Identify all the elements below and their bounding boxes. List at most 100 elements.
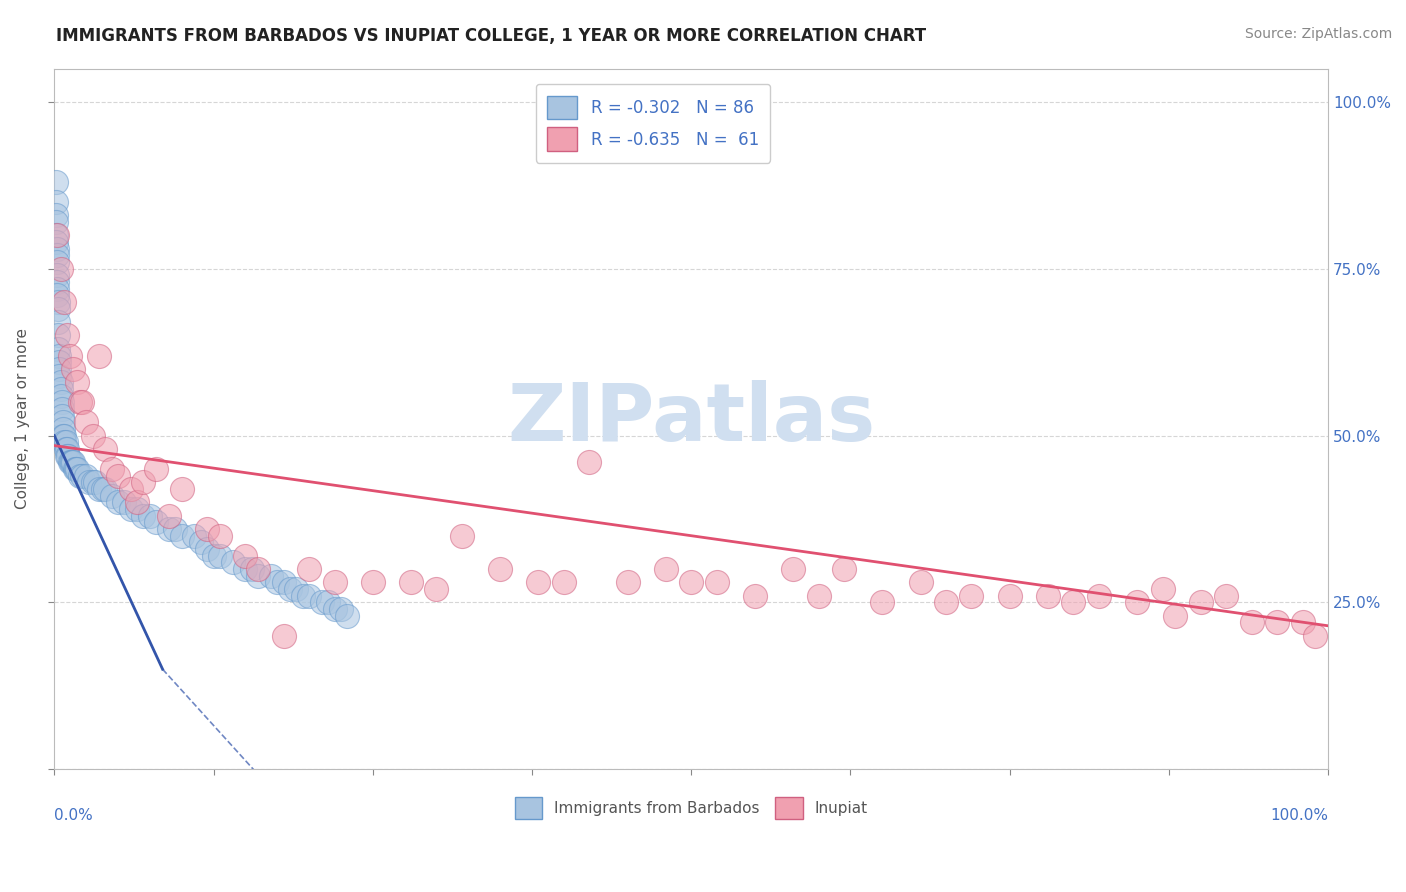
Point [145, 516, 167, 530]
Point [63, 462, 86, 476]
Point [1189, 595, 1212, 609]
Point [183, 529, 205, 543]
Point [69, 395, 91, 409]
Point [1265, 615, 1288, 630]
Point [127, 502, 149, 516]
Point [120, 482, 142, 496]
Point [1305, 629, 1327, 643]
Point [336, 608, 359, 623]
Point [60, 455, 83, 469]
Point [69, 468, 91, 483]
Point [55, 442, 77, 456]
Text: 100.0%: 100.0% [1270, 808, 1329, 822]
Legend: Immigrants from Barbados, Inupiat: Immigrants from Barbados, Inupiat [509, 791, 875, 825]
Point [45, 228, 67, 243]
Point [208, 529, 231, 543]
Point [45, 215, 67, 229]
Point [221, 555, 243, 569]
Point [260, 568, 283, 582]
Point [120, 502, 142, 516]
Point [112, 495, 135, 509]
Point [1240, 615, 1263, 630]
Point [52, 415, 75, 429]
Point [45, 255, 67, 269]
Point [1292, 615, 1315, 630]
Point [65, 462, 87, 476]
Point [208, 549, 231, 563]
Text: 0.0%: 0.0% [55, 808, 93, 822]
Point [66, 462, 89, 476]
Text: IMMIGRANTS FROM BARBADOS VS INUPIAT COLLEGE, 1 YEAR OR MORE CORRELATION CHART: IMMIGRANTS FROM BARBADOS VS INUPIAT COLL… [56, 27, 927, 45]
Point [107, 495, 129, 509]
Point [62, 362, 84, 376]
Text: Source: ZipAtlas.com: Source: ZipAtlas.com [1244, 27, 1392, 41]
Point [45, 288, 67, 302]
Point [46, 342, 69, 356]
Point [56, 442, 79, 456]
Point [51, 409, 73, 423]
Point [45, 194, 67, 209]
Point [266, 575, 288, 590]
Point [273, 575, 295, 590]
Point [48, 362, 70, 376]
Point [157, 508, 180, 523]
Point [48, 355, 70, 369]
Point [53, 428, 76, 442]
Point [82, 475, 104, 490]
Point [170, 529, 193, 543]
Point [46, 295, 69, 310]
Point [100, 489, 122, 503]
Point [706, 575, 728, 590]
Point [84, 475, 107, 490]
Point [66, 375, 89, 389]
Point [49, 388, 72, 402]
Point [75, 468, 97, 483]
Point [77, 475, 100, 490]
Y-axis label: College, 1 year or more: College, 1 year or more [15, 328, 30, 509]
Point [55, 435, 77, 450]
Point [46, 301, 69, 316]
Point [58, 455, 80, 469]
Point [361, 575, 384, 590]
Point [72, 395, 94, 409]
Point [100, 462, 122, 476]
Point [425, 582, 447, 596]
Point [1088, 589, 1111, 603]
Point [58, 349, 80, 363]
Point [1062, 595, 1084, 609]
Point [285, 582, 308, 596]
Text: ZIPatlas: ZIPatlas [508, 380, 876, 458]
Point [782, 562, 804, 576]
Point [170, 482, 193, 496]
Point [139, 508, 162, 523]
Point [1215, 589, 1237, 603]
Point [744, 589, 766, 603]
Point [46, 315, 69, 329]
Point [49, 382, 72, 396]
Point [127, 495, 149, 509]
Point [49, 375, 72, 389]
Point [157, 522, 180, 536]
Point [316, 595, 339, 609]
Point [45, 208, 67, 222]
Point [935, 595, 957, 609]
Point [872, 595, 894, 609]
Point [49, 261, 72, 276]
Point [1164, 608, 1187, 623]
Point [53, 295, 76, 310]
Point [202, 549, 225, 563]
Point [311, 595, 333, 609]
Point [655, 562, 678, 576]
Point [52, 422, 75, 436]
Point [48, 368, 70, 383]
Point [681, 575, 703, 590]
Point [45, 248, 67, 262]
Point [45, 235, 67, 249]
Point [910, 575, 932, 590]
Point [578, 455, 600, 469]
Point [329, 602, 352, 616]
Point [91, 482, 114, 496]
Point [399, 575, 422, 590]
Point [48, 349, 70, 363]
Point [616, 575, 638, 590]
